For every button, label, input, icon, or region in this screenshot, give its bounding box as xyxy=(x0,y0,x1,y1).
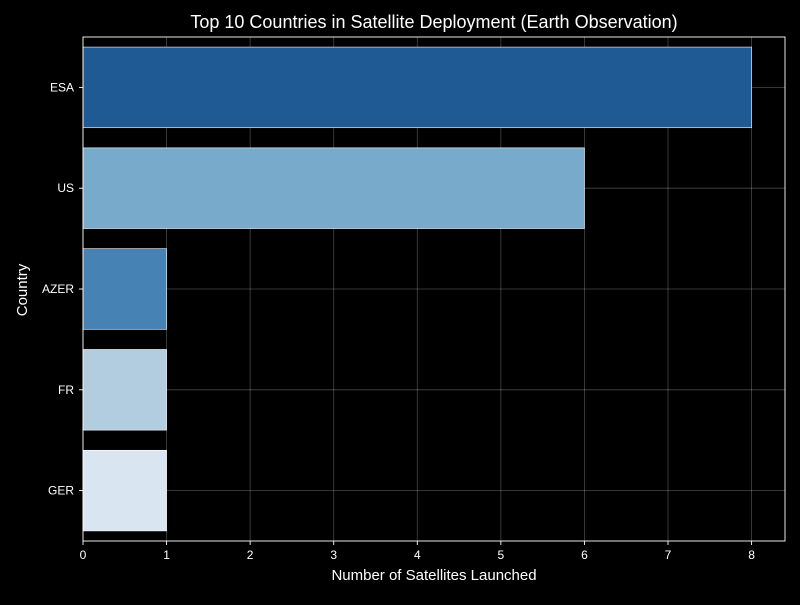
bar-ger xyxy=(82,449,167,532)
y-tick-label: FR xyxy=(58,383,74,397)
x-tick-label: 5 xyxy=(498,548,505,562)
x-tick-label: 4 xyxy=(414,548,421,562)
y-axis-label: Country xyxy=(14,263,31,316)
chart-title: Top 10 Countries in Satellite Deployment… xyxy=(190,12,677,32)
bar-us xyxy=(82,147,585,229)
x-tick-label: 0 xyxy=(80,548,87,562)
bar-azer xyxy=(82,248,167,330)
y-tick-label: US xyxy=(57,181,74,195)
y-tick-label: ESA xyxy=(50,80,74,94)
x-tick-label: 6 xyxy=(581,548,588,562)
y-tick-label: GER xyxy=(48,484,74,498)
y-axis-ticks: ESA US AZER FR GER xyxy=(42,80,83,498)
bar-esa xyxy=(82,46,752,129)
x-axis-ticks: 0 1 2 3 4 5 6 7 8 xyxy=(80,541,755,562)
y-tick-label: AZER xyxy=(42,282,74,296)
bar-fr xyxy=(82,349,167,431)
x-tick-label: 1 xyxy=(163,548,170,562)
x-tick-label: 3 xyxy=(330,548,337,562)
x-tick-label: 2 xyxy=(247,548,254,562)
x-tick-label: 7 xyxy=(665,548,672,562)
bars xyxy=(82,46,752,532)
x-axis-label: Number of Satellites Launched xyxy=(331,567,536,584)
x-tick-label: 8 xyxy=(748,548,755,562)
